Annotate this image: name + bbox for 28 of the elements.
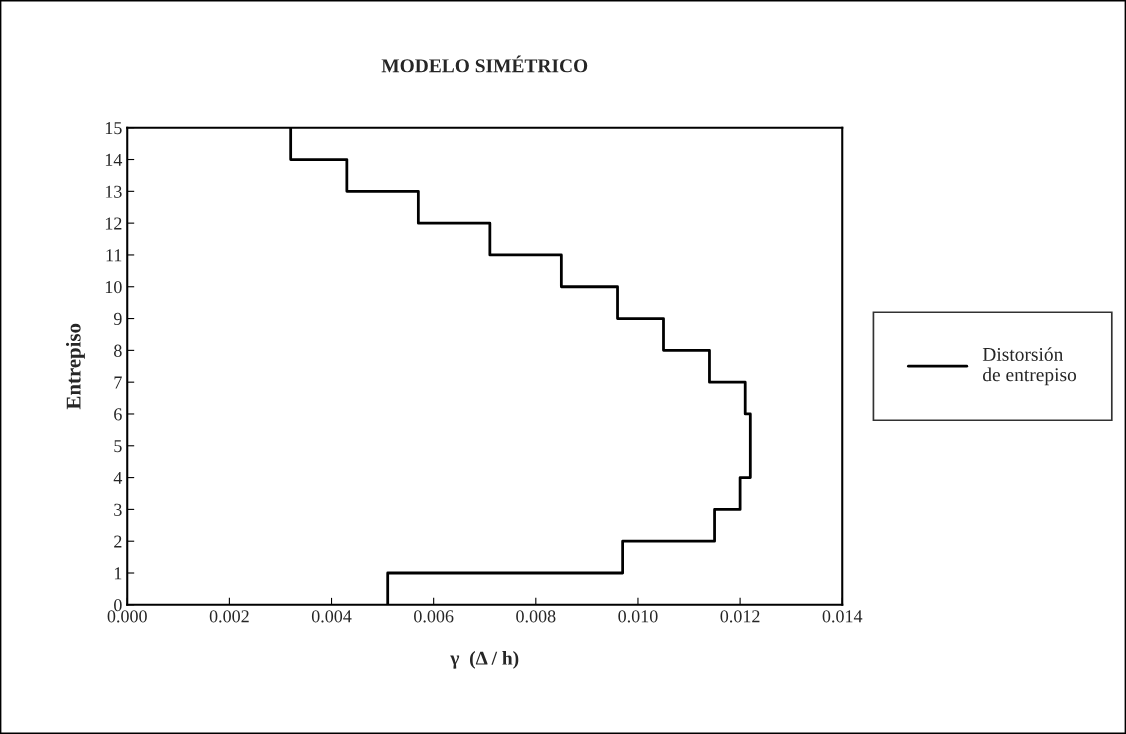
y-tick-label: 9 — [113, 312, 122, 325]
y-tick-label: 15 — [105, 122, 122, 135]
y-axis-title: Entrepiso — [65, 323, 85, 410]
x-tick-label: 0.002 — [209, 610, 249, 623]
y-tick-label: 12 — [105, 217, 122, 230]
x-tick-label: 0.014 — [822, 610, 863, 623]
x-tick-label: 0.006 — [414, 610, 454, 623]
chart-title: MODELO SIMÉTRICO — [381, 55, 588, 73]
x-tick-label: 0.004 — [311, 610, 352, 623]
x-tick-label: 0.008 — [516, 610, 556, 623]
x-axis-title: γ (Δ / h) — [450, 651, 519, 669]
y-tick-label: 13 — [105, 185, 122, 198]
x-tick-label: 0.000 — [107, 610, 147, 623]
y-tick-label: 7 — [114, 376, 122, 389]
legend-label: Distorsión de entrepiso — [982, 347, 1077, 386]
y-tick-label: 0 — [114, 599, 122, 612]
y-tick-label: 6 — [114, 408, 122, 421]
y-tick-label: 3 — [114, 503, 122, 516]
y-tick-label: 14 — [105, 153, 123, 166]
y-tick-label: 1 — [114, 567, 122, 580]
y-tick-label: 11 — [106, 249, 122, 262]
x-tick-label: 0.010 — [618, 610, 658, 623]
y-tick-label: 5 — [114, 440, 122, 453]
y-tick-label: 2 — [114, 535, 122, 548]
x-tick-label: 0.012 — [720, 610, 760, 623]
y-tick-label: 4 — [113, 471, 123, 484]
y-tick-label: 10 — [105, 281, 122, 294]
y-tick-label: 8 — [114, 344, 122, 357]
